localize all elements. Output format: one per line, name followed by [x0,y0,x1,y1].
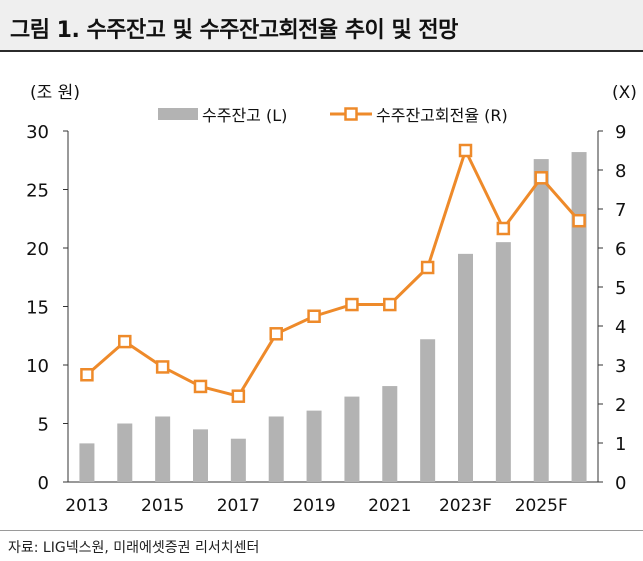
right-tick-label: 3 [615,356,626,377]
source-note: 자료: LIG넥스원, 미래에셋증권 리서치센터 [8,540,260,556]
chart-title: 그림 1. 수주잔고 및 수주잔고회전율 추이 및 전망 [10,18,458,43]
bar-2022 [420,339,436,482]
line-marker-2013 [80,368,94,382]
line-marker-2014 [118,334,132,349]
bar-2023F [458,253,473,482]
x-tick-label: 2017 [217,496,260,516]
left-tick-label: 10 [26,356,49,377]
line-marker-2024F [496,221,511,236]
x-tick-label: 2015 [141,496,184,516]
bar-2021 [382,386,398,482]
x-tick-label: 2021 [368,496,411,516]
left-tick-label: 30 [26,122,49,143]
right-tick-label: 4 [615,317,626,338]
source-divider [0,530,643,531]
line-marker-2025F [534,171,548,185]
bar-2019 [306,410,322,482]
legend-bar-label: 수주잔고 (L) [202,106,287,125]
left-tick-label: 0 [38,473,49,494]
right-tick-label: 2 [615,395,626,416]
right-tick-label: 7 [615,200,626,221]
x-tick-label: 2019 [292,496,335,516]
line-marker-2022 [420,260,435,275]
right-axis-unit: (X) [612,83,637,103]
right-tick-label: 0 [615,473,626,494]
legend-line-label: 수주잔고회전율 (R) [376,106,508,125]
legend-line-marker [344,107,358,121]
line-marker-2018 [269,327,283,341]
line-marker-2019 [307,309,321,323]
bar-2016 [193,429,208,482]
left-tick-label: 5 [38,415,49,436]
chart: (조 원) (X) 0 5 10 15 20 25 30 0 1 2 3 4 5 6 7 8 9 2013 2015 20… [26,83,637,516]
x-tick-label: 2025F [515,496,568,516]
legend-bar-swatch [158,108,198,120]
right-tick-label: 5 [615,278,626,299]
line-marker-2016 [193,379,208,394]
x-tick-label: 2023F [439,496,492,516]
line-marker-2015 [155,360,170,374]
left-tick-label: 25 [26,181,49,202]
right-tick-label: 9 [615,122,626,143]
right-tick-label: 1 [615,434,626,455]
bar-2026F [571,152,587,482]
line-marker-2017 [231,389,246,403]
bar-2024F [495,242,511,482]
line-marker-2020 [345,297,359,312]
right-tick-label: 6 [615,239,626,260]
bar-2014 [117,423,133,482]
bar-2018 [268,416,284,482]
left-tick-label: 15 [26,298,49,319]
bar-2017 [230,438,246,482]
x-tick-label: 2013 [65,496,108,516]
left-tick-label: 20 [26,239,49,260]
left-axis-unit: (조 원) [30,83,80,103]
line-marker-2023F [458,143,473,158]
bar-2025F [533,159,549,482]
bar-2015 [155,416,171,482]
right-tick-label: 8 [615,161,626,182]
title-bar: 그림 1. 수주잔고 및 수주잔고회전율 추이 및 전망 [0,0,643,52]
line-marker-2021 [383,297,397,312]
line-marker-2026F [572,213,586,228]
bar-2013 [79,443,95,482]
bar-2020 [344,396,360,482]
